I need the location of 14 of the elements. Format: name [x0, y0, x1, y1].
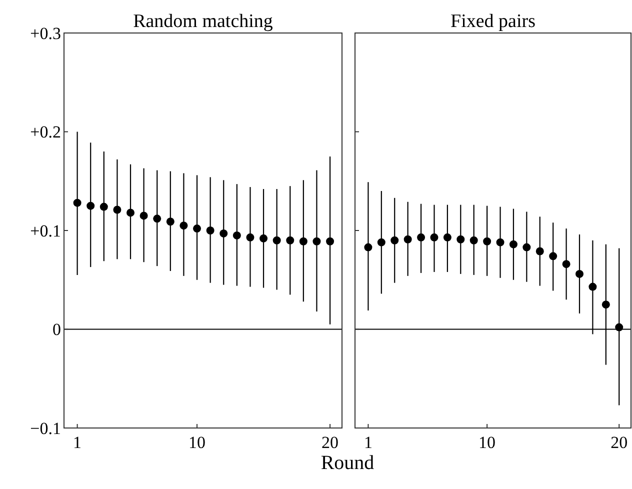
y-tick-label: 0 [52, 320, 61, 340]
y-tick-label: −0.1 [30, 418, 61, 438]
x-axis-title: Round [320, 452, 374, 474]
y-tick-label: +0.1 [30, 221, 61, 240]
x-tick-label: 20 [610, 433, 628, 452]
chart-title: Random matching [133, 11, 274, 32]
x-tick-label: 1 [364, 433, 372, 452]
x-tick-label: 20 [322, 433, 339, 452]
y-tick-label: +0.2 [30, 122, 61, 142]
y-tick-label: +0.3 [30, 24, 61, 43]
chart-title: Fixed pairs [450, 11, 536, 32]
x-tick-label: 10 [478, 433, 496, 452]
x-tick-label: 1 [73, 433, 82, 452]
x-tick-label: 10 [188, 433, 206, 452]
